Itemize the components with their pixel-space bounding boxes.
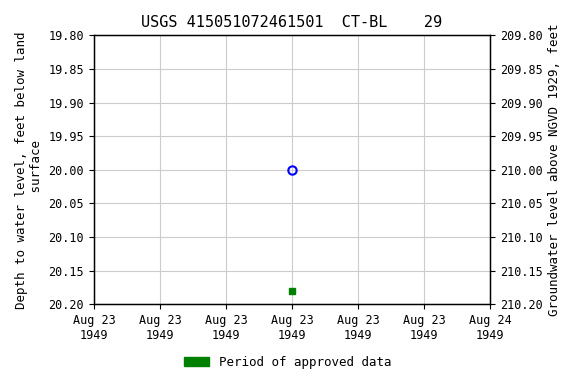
- Y-axis label: Depth to water level, feet below land
 surface: Depth to water level, feet below land su…: [15, 31, 43, 309]
- Legend: Period of approved data: Period of approved data: [179, 351, 397, 374]
- Y-axis label: Groundwater level above NGVD 1929, feet: Groundwater level above NGVD 1929, feet: [548, 23, 561, 316]
- Title: USGS 415051072461501  CT-BL    29: USGS 415051072461501 CT-BL 29: [141, 15, 442, 30]
